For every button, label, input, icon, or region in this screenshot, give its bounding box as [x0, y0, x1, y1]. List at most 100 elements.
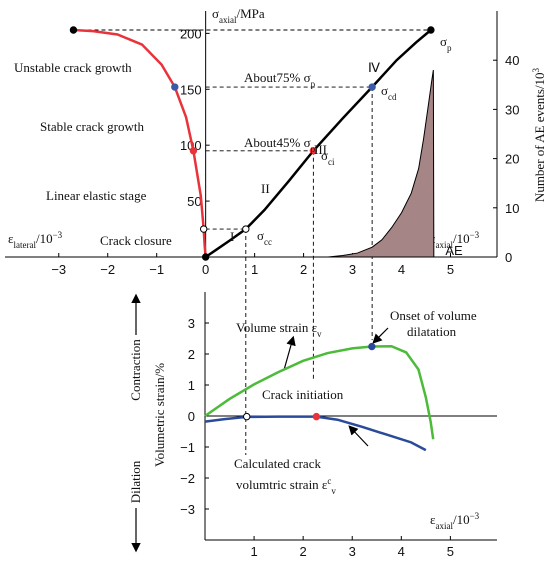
x-tick-label: −2 — [100, 262, 115, 277]
y2-axis-label-part: Number of AE events/10 — [532, 72, 547, 202]
annotation-part: About75% σ — [244, 70, 311, 85]
x-axis-label-part: −3 — [53, 230, 63, 240]
key-point — [199, 225, 208, 233]
annotation-part: σ — [440, 34, 447, 49]
y2-tick-label: 20 — [505, 152, 519, 167]
annotation: I — [230, 229, 234, 244]
annotation-part: I — [230, 229, 234, 244]
x-axis-label: εaxial/10−3 — [430, 511, 480, 531]
annotation: σci — [321, 148, 335, 167]
y2-tick-label: 30 — [505, 102, 519, 117]
annotation-part: p — [311, 144, 316, 154]
y-tick-label: 1 — [188, 378, 195, 393]
y-axis-label-part: /MPa — [237, 6, 265, 21]
annotation-part: v — [331, 486, 336, 496]
annotation-part: Stable crack growth — [40, 119, 144, 134]
arrow — [372, 327, 389, 344]
annotation: Ⅳ — [368, 60, 380, 75]
y-tick-label: −1 — [180, 440, 195, 455]
y2-tick-label: 10 — [505, 201, 519, 216]
x-tick-label: 5 — [447, 544, 454, 559]
annotation: σcc — [257, 228, 272, 247]
annotation-part: cd — [388, 92, 397, 102]
annotation: σp — [440, 34, 452, 53]
x-tick-label: 1 — [251, 262, 258, 277]
y-tick-label: 50 — [187, 194, 201, 209]
key-point — [309, 147, 318, 155]
y-axis-label-part: Volumetric strain/% — [152, 363, 167, 467]
annotation-part: Ⅳ — [368, 60, 380, 75]
annotation-part: v — [317, 329, 322, 339]
x-tick-label: 3 — [349, 544, 356, 559]
x-tick-label: 4 — [398, 544, 405, 559]
annotation-part: σ — [257, 228, 264, 243]
x-axis-label-part: lateral — [13, 240, 36, 250]
annotation-part: Contraction — [128, 339, 143, 401]
key-point — [171, 83, 179, 91]
annotation-part: dilatation — [407, 324, 457, 339]
annotation: About75% σp — [244, 70, 316, 89]
key-point — [242, 225, 250, 233]
annotation-part: Crack closure — [100, 233, 172, 248]
y2-tick-label: 40 — [505, 53, 519, 68]
x-tick-label: 1 — [250, 544, 257, 559]
key-point — [201, 253, 210, 261]
annotation-part: Linear elastic stage — [46, 188, 147, 203]
annotation-part: Onset of volume — [390, 308, 477, 323]
annotation-part: Unstable crack growth — [14, 60, 132, 75]
annotation-part: σ — [381, 83, 388, 98]
y-tick-label: 0 — [188, 409, 195, 424]
x-tick-label: −3 — [51, 262, 66, 277]
annotation-part: III — [314, 142, 327, 157]
x-tick-label: 5 — [447, 262, 454, 277]
annotation-part: p — [447, 43, 452, 53]
annotation-part: σ — [321, 148, 328, 163]
annotation-part: volumtric strain ε — [236, 477, 328, 492]
annotation: Onset of volume — [390, 308, 477, 323]
annotation-part: Crack initiation — [262, 387, 344, 402]
x-tick-label: 0 — [202, 262, 209, 277]
curve — [204, 344, 435, 440]
annotation-part: Calculated crack — [234, 456, 321, 471]
annotation: About45% σp — [244, 135, 316, 154]
annotation: Crack closure — [100, 233, 172, 248]
annotation-part: Volume strain ε — [236, 320, 318, 335]
key-point — [189, 147, 198, 155]
annotation: Volume strain εv — [236, 320, 322, 339]
x-tick-label: −1 — [149, 262, 164, 277]
ae-area — [328, 69, 435, 258]
x-tick-label: 4 — [398, 262, 405, 277]
y-tick-label: 2 — [188, 347, 195, 362]
curve — [204, 415, 427, 452]
annotation-part: c — [327, 476, 331, 486]
annotation-part: II — [261, 181, 270, 196]
annotation-part: cc — [264, 237, 272, 247]
annotation: volumtric strain εcv — [236, 476, 336, 496]
x-axis-label-part: axial — [435, 240, 453, 250]
y-tick-label: 150 — [180, 82, 202, 97]
annotation: II — [261, 181, 270, 196]
x-axis-label: εlateral/10−3 — [8, 230, 63, 250]
y-axis-label: σaxial/MPa — [212, 6, 265, 25]
annotation: dilatation — [407, 324, 457, 339]
key-point — [427, 26, 435, 34]
key-point — [368, 342, 376, 351]
annotation: Linear elastic stage — [46, 188, 147, 203]
curve — [204, 29, 432, 259]
series-label: AE — [445, 243, 463, 258]
y-axis-label-part: σ — [212, 6, 219, 21]
annotation-part: ci — [328, 157, 335, 167]
annotation-part: p — [311, 79, 316, 89]
annotation: Unstable crack growth — [14, 60, 132, 75]
x-tick-label: 2 — [300, 262, 307, 277]
arrows — [131, 293, 389, 553]
key-point — [243, 412, 251, 421]
key-point — [69, 26, 78, 34]
annotation: Calculated crack — [234, 456, 321, 471]
x-axis-label-part: ε — [430, 512, 436, 527]
annotation: Crack initiation — [262, 387, 344, 402]
annotation: Dilation — [128, 460, 143, 503]
x-axis-label-part: −3 — [470, 230, 480, 240]
x-axis-label-part: /10 — [36, 231, 53, 246]
